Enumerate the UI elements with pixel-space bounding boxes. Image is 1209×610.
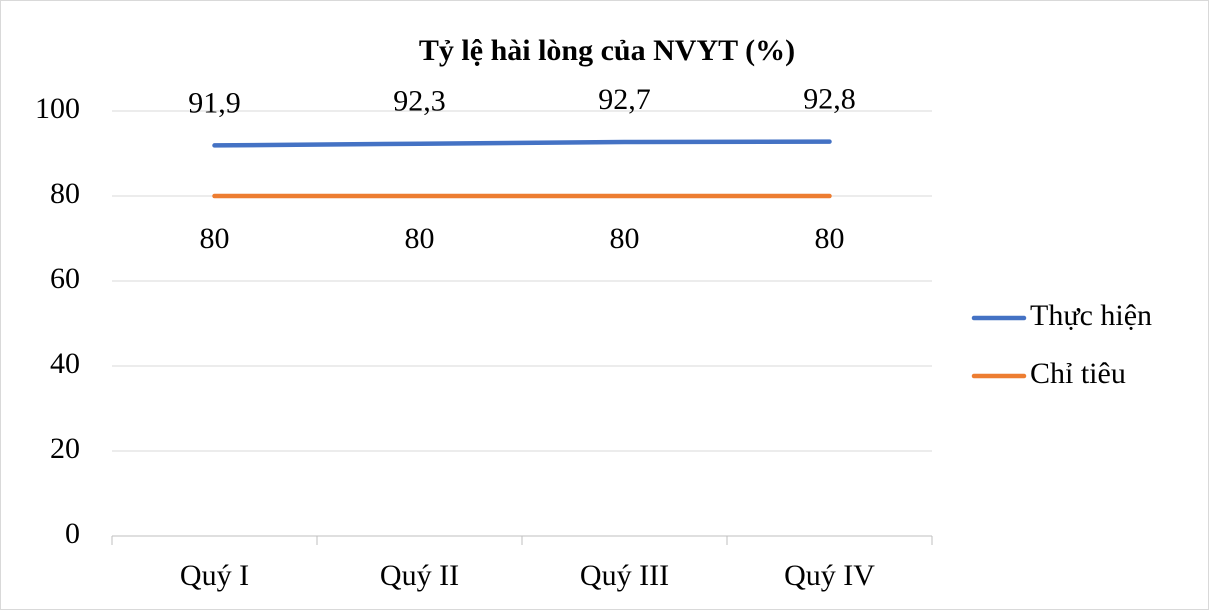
x-tick-label: Quý III (580, 559, 669, 592)
data-label: 80 (815, 222, 845, 255)
y-tick-label: 0 (65, 517, 80, 550)
x-tick-label: Quý II (380, 559, 459, 592)
y-tick-label: 80 (50, 177, 80, 210)
x-tick-label: Quý I (180, 559, 249, 592)
series-line (212, 139, 832, 148)
data-label: 92,8 (803, 82, 856, 115)
legend-label: Chỉ tiêu (1030, 357, 1126, 390)
data-label: 92,3 (393, 85, 446, 118)
y-tick-label: 40 (50, 347, 80, 380)
legend-label: Thực hiện (1030, 299, 1152, 332)
data-label: 80 (200, 222, 230, 255)
chart-title: Tỷ lệ hài lòng của NVYT (%) (419, 34, 795, 67)
y-tick-label: 60 (50, 262, 80, 295)
data-label: 92,7 (598, 83, 651, 116)
y-tick-label: 100 (35, 92, 80, 125)
data-label: 80 (610, 222, 640, 255)
y-tick-label: 20 (50, 432, 80, 465)
data-label: 91,9 (188, 86, 241, 119)
x-tick-label: Quý IV (784, 559, 875, 592)
data-label: 80 (405, 222, 435, 255)
